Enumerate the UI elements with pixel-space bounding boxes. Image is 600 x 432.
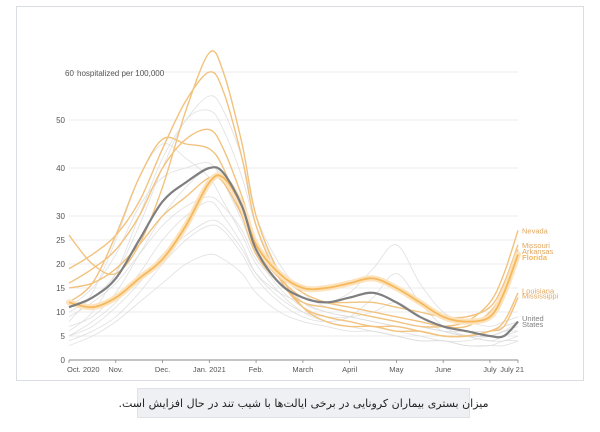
y-tick-label: 25 bbox=[56, 236, 65, 245]
y-tick-label: 15 bbox=[56, 284, 65, 293]
background-state-line bbox=[68, 253, 519, 347]
florida-line-stroke bbox=[68, 174, 519, 323]
end-label: Missouri bbox=[522, 241, 550, 250]
y-tick-label: 10 bbox=[56, 308, 65, 317]
y-tick-label: 50 bbox=[56, 116, 65, 125]
end-label: Louisiana bbox=[522, 286, 555, 295]
x-tick-label: Nov. bbox=[108, 365, 123, 374]
y-tick-label: 5 bbox=[61, 332, 66, 341]
x-tick-label: Dec. bbox=[155, 365, 170, 374]
end-label: Mississippi bbox=[522, 292, 559, 301]
x-tick-label: April bbox=[342, 365, 357, 374]
x-tick-label: Jan. 2021 bbox=[193, 365, 226, 374]
united-states-line-stroke bbox=[68, 166, 519, 339]
end-label: Florida bbox=[522, 253, 548, 262]
x-tick-label: Feb. bbox=[249, 365, 264, 374]
x-tick-label: June bbox=[435, 365, 451, 374]
y-axis-unit-label: hospitalized per 100,000 bbox=[77, 69, 165, 78]
x-tick-label: Oct. 2020 bbox=[67, 365, 100, 374]
y-axis-tick-labels: 0 5 10 15 20 25 30 40 50 60 bbox=[56, 69, 74, 365]
x-tick-label: July bbox=[483, 365, 497, 374]
chart-panel: 0 5 10 15 20 25 30 40 50 60 Oct. 2020 Nov. Dec. Jan.… bbox=[16, 6, 584, 381]
y-tick-label: 60 bbox=[65, 69, 74, 78]
end-label: Arkansas bbox=[522, 247, 554, 256]
x-tick-label: July 21 bbox=[500, 365, 524, 374]
background-state-line bbox=[68, 167, 519, 342]
state-line-nevada bbox=[68, 136, 519, 328]
x-axis-tick-labels: Oct. 2020 Nov. Dec. Jan. 2021 Feb. March April… bbox=[67, 360, 524, 374]
florida-line bbox=[66, 172, 521, 325]
y-tick-label: 40 bbox=[56, 164, 65, 173]
state-line-mississippi bbox=[68, 71, 519, 338]
y-tick-label: 0 bbox=[61, 356, 66, 365]
background-state-line bbox=[68, 224, 519, 342]
x-tick-label: March bbox=[292, 365, 313, 374]
y-tick-label: 30 bbox=[56, 212, 65, 221]
end-label: Nevada bbox=[522, 226, 549, 235]
end-label: States bbox=[522, 320, 544, 329]
united-states-line bbox=[68, 166, 519, 339]
x-tick-label: May bbox=[389, 365, 403, 374]
end-label: United bbox=[522, 314, 544, 323]
figure-caption: میزان بستری بیماران کرونایی در برخی ایال… bbox=[119, 388, 488, 418]
y-tick-label: 20 bbox=[56, 260, 65, 269]
hospitalization-line-chart: 0 5 10 15 20 25 30 40 50 60 Oct. 2020 Nov. Dec. Jan.… bbox=[56, 50, 559, 374]
